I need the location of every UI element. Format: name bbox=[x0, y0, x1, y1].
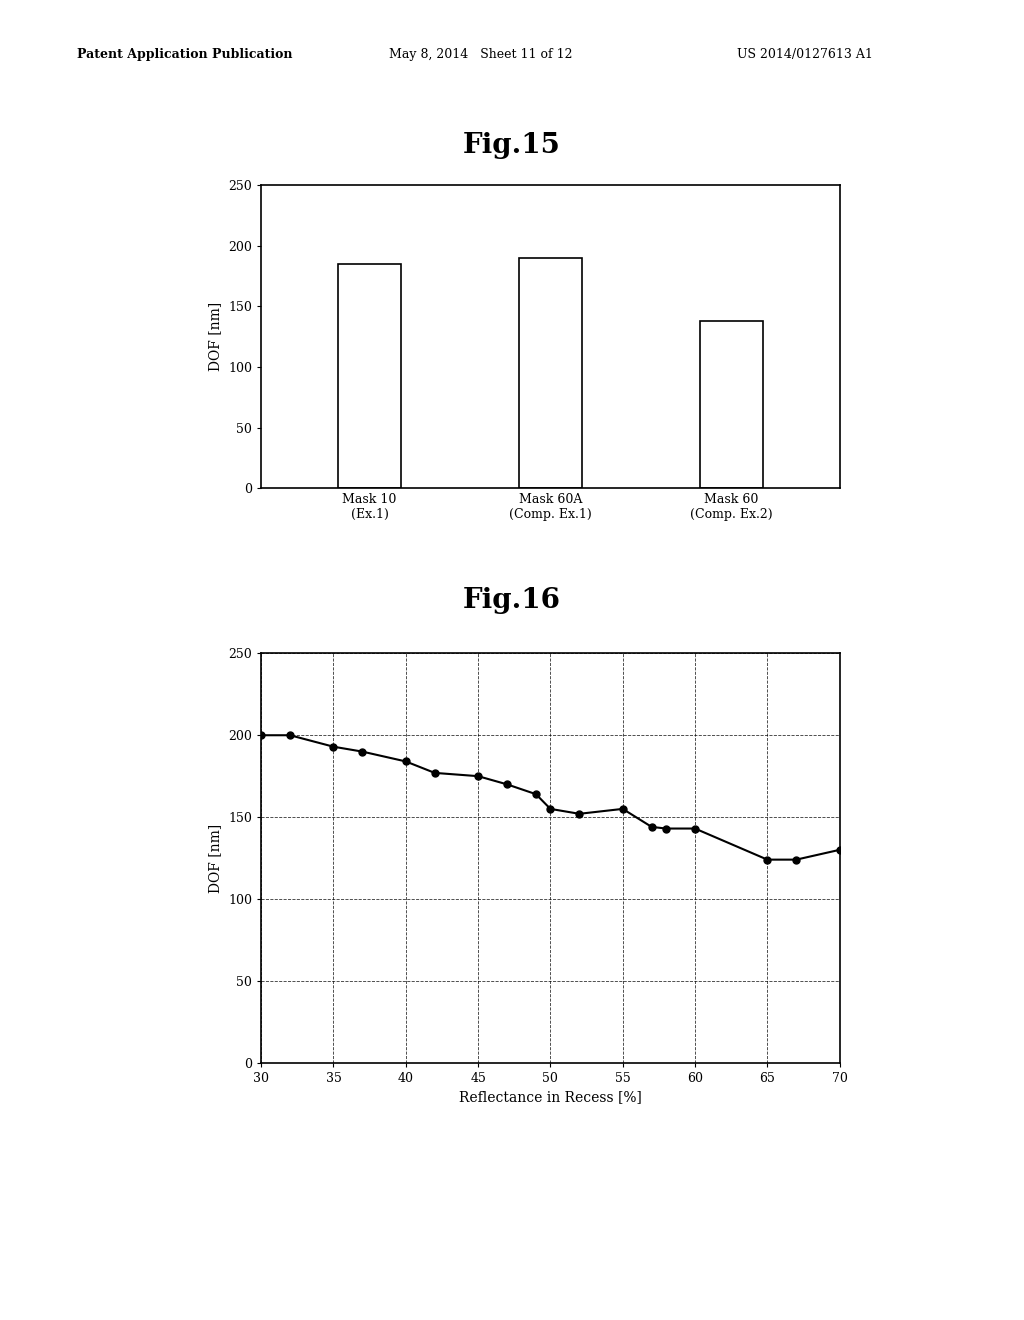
Bar bbox=[699, 321, 763, 488]
Text: US 2014/0127613 A1: US 2014/0127613 A1 bbox=[737, 48, 873, 61]
X-axis label: Reflectance in Recess [%]: Reflectance in Recess [%] bbox=[459, 1090, 642, 1105]
Text: Fig.15: Fig.15 bbox=[463, 132, 561, 158]
Text: May 8, 2014   Sheet 11 of 12: May 8, 2014 Sheet 11 of 12 bbox=[389, 48, 572, 61]
Y-axis label: DOF [nm]: DOF [nm] bbox=[209, 302, 222, 371]
Y-axis label: DOF [nm]: DOF [nm] bbox=[209, 824, 222, 892]
Text: Fig.16: Fig.16 bbox=[463, 587, 561, 614]
Bar bbox=[519, 257, 582, 488]
Bar bbox=[338, 264, 401, 488]
Text: Patent Application Publication: Patent Application Publication bbox=[77, 48, 292, 61]
